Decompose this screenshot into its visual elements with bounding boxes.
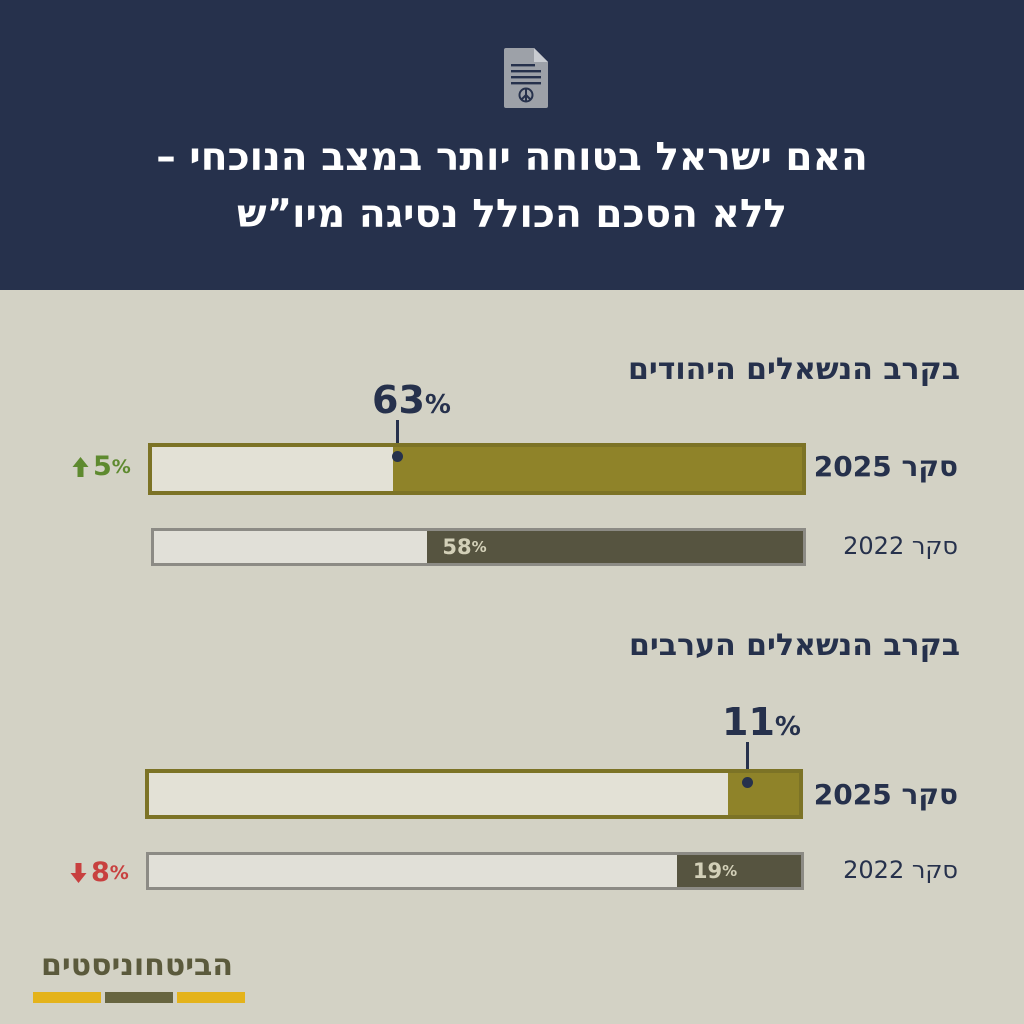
- value-label-arab-2025: 11%: [722, 700, 801, 744]
- logo: הביטחוניסטים: [41, 948, 233, 983]
- logo-stripe: [177, 992, 245, 1003]
- row-label-2022: סקר 2022: [843, 532, 958, 560]
- section-title-arab: בקרב הנשאלים הערבים: [629, 628, 960, 663]
- bar-fill-jewish-2025: [392, 447, 802, 491]
- header: האם ישראל בטוחה יותר במצב הנוכחי – ללא ה…: [0, 0, 1024, 290]
- value-number: 58: [442, 535, 472, 559]
- arrow-down-icon: [70, 862, 87, 883]
- logo-stripe: [33, 992, 101, 1003]
- value-label-jewish-2025: 63%: [372, 378, 451, 422]
- value-pointer-line: [396, 420, 399, 456]
- value-unit: %: [471, 538, 487, 556]
- row-label-2022: סקר 2022: [843, 856, 958, 884]
- change-unit: %: [111, 455, 131, 478]
- peace-document-icon: [504, 48, 548, 108]
- change-value: 5: [93, 451, 112, 482]
- bar-jewish-2025: [148, 443, 806, 495]
- title-line-2: ללא הסכם הכולל נסיגה מיו”ש: [236, 192, 788, 237]
- value-pointer-dot: [742, 777, 753, 788]
- bar-fill-arab-2022: [677, 855, 801, 887]
- value-unit: %: [424, 390, 451, 420]
- value-number: 11: [722, 700, 775, 744]
- value-pointer-line: [746, 742, 749, 780]
- value-number: 63: [372, 378, 425, 422]
- value-number: 19: [692, 859, 723, 883]
- section-title-jewish: בקרב הנשאלים היהודים: [627, 352, 960, 387]
- bar-value-label-jewish-2022: 58%: [442, 531, 486, 563]
- bar-arab-2025: [145, 769, 803, 819]
- row-label-2025: סקר 2025: [813, 450, 958, 483]
- value-pointer-dot: [392, 451, 403, 462]
- value-unit: %: [774, 712, 801, 742]
- title-line-1: האם ישראל בטוחה יותר במצב הנוכחי –: [156, 135, 868, 180]
- logo-stripe: [105, 992, 173, 1003]
- bar-arab-2022: 19%: [146, 852, 804, 890]
- bar-fill-jewish-2022: [426, 531, 803, 563]
- bar-fill-arab-2025: [727, 773, 799, 815]
- change-indicator-down: 8%: [70, 857, 129, 888]
- arrow-up-icon: [72, 456, 89, 477]
- bar-value-label-arab-2022: 19%: [693, 855, 737, 887]
- value-unit: %: [722, 862, 738, 880]
- row-label-2025: סקר 2025: [813, 778, 958, 811]
- change-value: 8: [91, 857, 110, 888]
- change-indicator-up: 5%: [72, 451, 131, 482]
- change-unit: %: [109, 861, 129, 884]
- bar-jewish-2022: 58%: [151, 528, 806, 566]
